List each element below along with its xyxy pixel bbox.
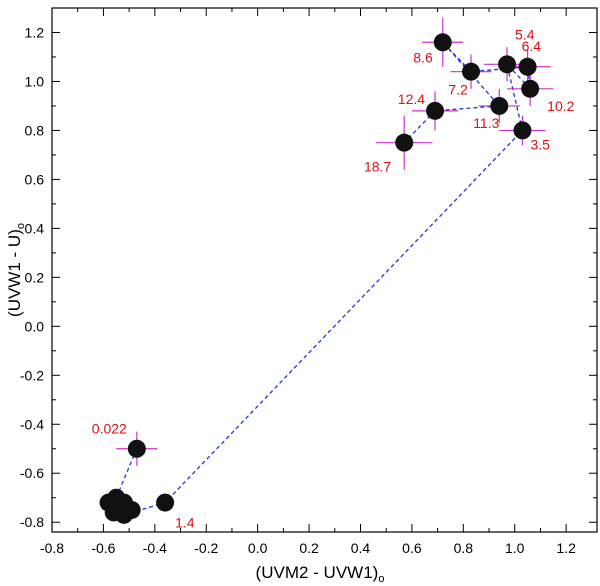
plot-frame bbox=[51, 7, 598, 533]
x-axis-ticks: -0.8 -0.6 -0.4 -0.2 0.0 0.2 0.4 0.6 0.8 1.0 1.2 bbox=[40, 8, 576, 556]
y-tick-label: -0.6 bbox=[20, 465, 44, 481]
y-tick-label: 1.2 bbox=[25, 24, 45, 40]
data-point bbox=[521, 79, 540, 98]
point-label: 3.5 bbox=[530, 136, 550, 152]
x-tick-label: -0.2 bbox=[194, 540, 218, 556]
y-tick-label: -0.2 bbox=[20, 367, 44, 383]
data-point bbox=[156, 493, 175, 512]
x-tick-label: 0.0 bbox=[248, 540, 268, 556]
data-point bbox=[462, 62, 481, 81]
data-point bbox=[498, 55, 517, 74]
y-axis-title: (UVW1 - U)o bbox=[5, 223, 27, 317]
x-axis-title-main: (UVM2 - UVW1) bbox=[256, 563, 379, 582]
x-tick-label: 1.2 bbox=[556, 540, 576, 556]
point-label: 5.4 bbox=[515, 26, 535, 42]
error-bars bbox=[100, 17, 554, 523]
y-tick-label: 0.0 bbox=[25, 318, 45, 334]
data-point bbox=[433, 33, 452, 52]
x-tick-label: 0.8 bbox=[454, 540, 474, 556]
x-tick-label: -0.6 bbox=[91, 540, 115, 556]
point-label: 12.4 bbox=[398, 91, 425, 107]
track-line bbox=[106, 41, 532, 516]
x-axis-title: (UVM2 - UVW1)o bbox=[256, 563, 385, 585]
y-tick-label: -0.4 bbox=[20, 416, 44, 432]
point-label: 18.7 bbox=[364, 159, 391, 175]
data-point bbox=[426, 101, 445, 120]
data-points bbox=[99, 33, 540, 524]
point-label: 10.2 bbox=[547, 98, 574, 114]
x-tick-label: -0.8 bbox=[40, 540, 64, 556]
x-tick-label: 1.0 bbox=[505, 540, 525, 556]
x-tick-label: 0.2 bbox=[299, 540, 319, 556]
point-labels: 0.022 1.4 3.5 5.4 10.2 6.4 7.2 8.6 11.3 12.4 18.7 bbox=[92, 26, 575, 530]
data-point bbox=[513, 121, 532, 140]
point-label: 0.022 bbox=[92, 421, 127, 437]
x-tick-label: -0.4 bbox=[143, 540, 167, 556]
x-axis-title-sub: o bbox=[378, 573, 384, 585]
data-point bbox=[114, 505, 133, 524]
y-tick-label: 0.6 bbox=[25, 171, 45, 187]
data-point bbox=[395, 133, 414, 152]
data-point bbox=[490, 96, 509, 115]
y-tick-label: 0.2 bbox=[25, 269, 45, 285]
y-axis-ticks: -0.8 -0.6 -0.4 -0.2 0.0 0.2 0.4 0.6 0.8 1.0 1.2 bbox=[20, 24, 597, 530]
track-lines bbox=[106, 41, 532, 516]
x-tick-label: 0.4 bbox=[351, 540, 371, 556]
y-tick-label: 0.4 bbox=[25, 220, 45, 236]
point-label: 7.2 bbox=[448, 82, 468, 98]
point-label: 1.4 bbox=[175, 515, 195, 531]
x-tick-label: 0.6 bbox=[402, 540, 422, 556]
y-tick-label: -0.8 bbox=[20, 514, 44, 530]
y-tick-label: 0.8 bbox=[25, 122, 45, 138]
data-point bbox=[127, 439, 146, 458]
data-point bbox=[518, 57, 537, 76]
point-label: 8.6 bbox=[413, 49, 433, 65]
point-label: 11.3 bbox=[473, 115, 499, 131]
y-tick-label: 1.0 bbox=[25, 73, 45, 89]
y-axis-title-sub: o bbox=[15, 223, 27, 229]
y-axis-title-main: (UVW1 - U) bbox=[5, 229, 24, 317]
point-label: 6.4 bbox=[522, 38, 542, 54]
